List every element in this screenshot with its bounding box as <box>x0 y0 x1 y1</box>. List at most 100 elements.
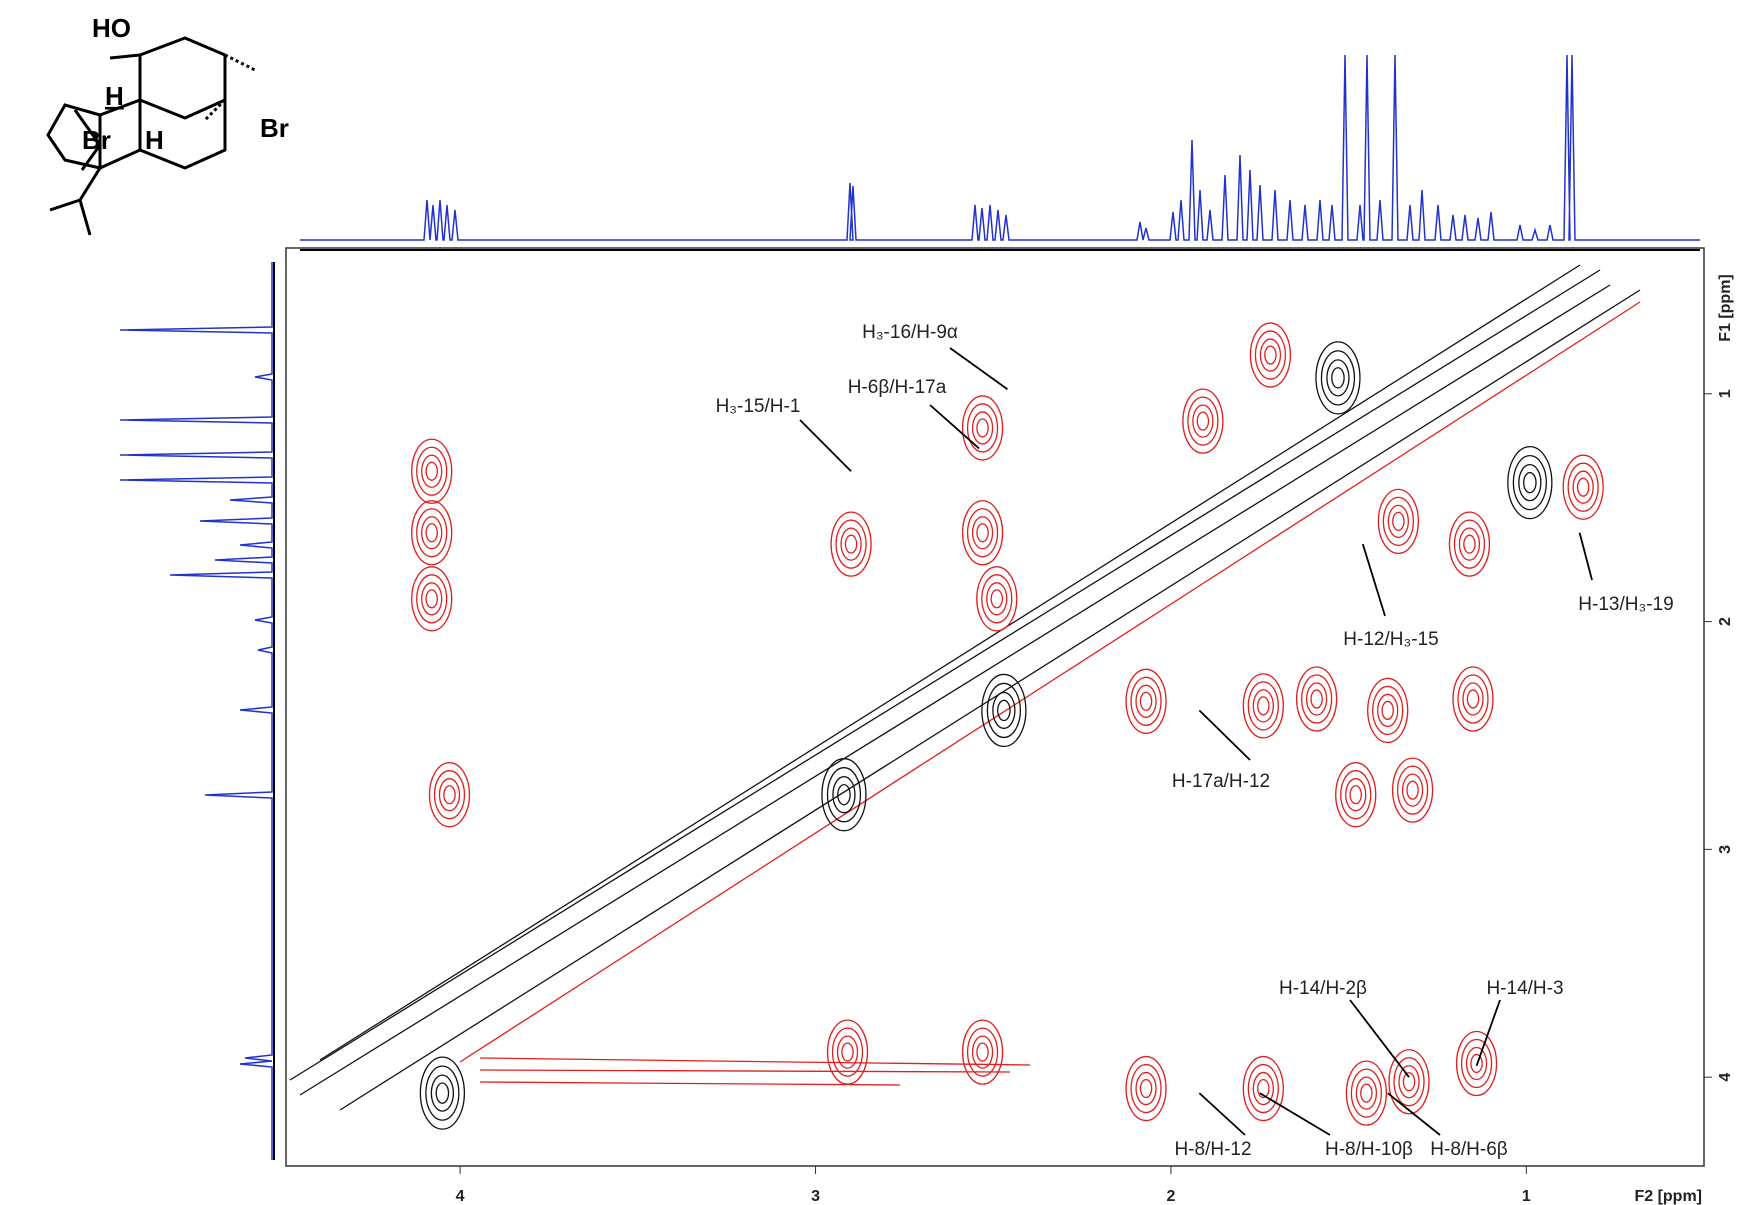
contour-ring <box>971 411 994 445</box>
contour-ring <box>411 438 453 504</box>
contour-ring <box>986 682 1022 739</box>
contour-ring <box>1572 470 1594 504</box>
annotation-pointer <box>1475 999 1501 1067</box>
contour-ring <box>421 454 443 488</box>
ring <box>98 98 141 171</box>
contour-ring <box>1562 454 1604 520</box>
cross-peak <box>1345 1060 1388 1126</box>
contour-ring <box>1247 1063 1279 1114</box>
bridge <box>46 103 101 170</box>
annotation: H-14/H-3 <box>1486 978 1563 999</box>
contour-ring <box>1382 496 1415 546</box>
diagonal-contour <box>299 284 1611 1096</box>
x-tick-label: 1 <box>1522 1188 1531 1205</box>
annotation: H-13/H₃-19 <box>1578 594 1673 615</box>
contour-ring <box>1576 477 1590 497</box>
contour-ring <box>986 582 1008 616</box>
contour-ring <box>832 776 856 814</box>
methyl <box>109 53 141 60</box>
cross-peak <box>1377 488 1420 554</box>
cross-peak <box>1391 757 1434 823</box>
cross-peak <box>1242 673 1284 739</box>
cross-peak <box>826 1019 869 1085</box>
contour-ring <box>1372 685 1404 736</box>
contour-ring <box>1360 1083 1373 1103</box>
contour-ring <box>438 778 461 812</box>
contour-ring <box>1125 1055 1167 1122</box>
contour-ring <box>1462 682 1484 716</box>
contour-ring <box>1187 396 1219 446</box>
contour-ring <box>411 500 453 566</box>
y-tick-label: 3 <box>1717 845 1734 854</box>
cross-peak <box>1125 668 1167 734</box>
annotation-pointer <box>1259 1092 1331 1136</box>
contour-ring <box>1295 666 1338 732</box>
cross-peak <box>411 500 453 566</box>
structure-label: Br <box>82 125 111 155</box>
cross-peak <box>419 1056 466 1130</box>
bridge <box>73 109 102 171</box>
contour-ring <box>1406 780 1419 800</box>
contour-ring <box>1139 1078 1153 1099</box>
contour-ring <box>1130 1063 1162 1114</box>
contour-ring <box>425 461 438 481</box>
contour-ring <box>1367 677 1409 744</box>
contour-ring <box>976 523 989 543</box>
annotation-pointer <box>949 347 1008 390</box>
contour-ring <box>1257 1078 1270 1099</box>
contour-ring <box>1458 527 1481 561</box>
cross-peak <box>1242 1055 1284 1122</box>
contour-ring <box>1315 341 1361 415</box>
contour-ring <box>1264 345 1277 365</box>
cross-peak <box>1455 1030 1498 1097</box>
contour-ring <box>1345 778 1367 812</box>
annotation: H₃-16/H-9α <box>862 322 958 343</box>
annotation-pointer <box>1361 543 1386 617</box>
contour-ring <box>1402 1072 1416 1092</box>
contour-ring <box>411 566 453 632</box>
structure <box>46 36 256 236</box>
contour-ring <box>1448 511 1491 577</box>
cross-peak <box>411 566 453 632</box>
annotation: H-8/H-12 <box>1174 1139 1251 1160</box>
contour-ring <box>1259 338 1282 372</box>
diagonal-contour <box>289 269 1601 1081</box>
contour-ring <box>1398 1065 1420 1099</box>
contour-ring <box>961 500 1004 566</box>
contour-ring <box>435 1082 450 1104</box>
contour-ring <box>443 785 456 805</box>
contour-ring <box>976 1042 989 1062</box>
cross-peak <box>1388 1049 1430 1115</box>
contour-ring <box>1326 359 1350 397</box>
contour-ring <box>416 574 448 624</box>
annotation: H₃-15/H-1 <box>716 396 801 417</box>
ring <box>138 100 227 170</box>
contour-ring <box>1455 1030 1498 1097</box>
contour-ring <box>1377 693 1399 728</box>
cross-peak <box>830 511 872 577</box>
contour-ring <box>1393 1057 1425 1107</box>
contour-ring <box>1135 684 1157 718</box>
contour-ring <box>844 534 858 554</box>
contour-ring <box>821 758 867 832</box>
contour-ring <box>1242 1055 1284 1122</box>
contour-ring <box>1349 785 1362 805</box>
diagonal-contour <box>459 301 1641 1063</box>
diagonal <box>289 264 1641 1111</box>
contour-ring <box>1381 700 1394 721</box>
contour-ring <box>961 395 1004 461</box>
plot-frame <box>285 247 1705 1167</box>
y-axis-label: F1 [ppm] <box>1717 274 1734 342</box>
contour-ring <box>1257 696 1270 716</box>
contour-ring <box>990 589 1004 609</box>
cross-peak <box>821 758 867 832</box>
cross-peak <box>976 566 1018 632</box>
cross-peak <box>1507 445 1553 520</box>
contour-ring <box>1252 1071 1274 1106</box>
contour-ring <box>416 508 448 558</box>
contour-ring <box>1340 770 1372 820</box>
contour-ring <box>419 1056 466 1130</box>
contour-ring <box>1335 762 1377 828</box>
contour-ring <box>837 783 851 806</box>
cross-peak <box>428 762 471 828</box>
